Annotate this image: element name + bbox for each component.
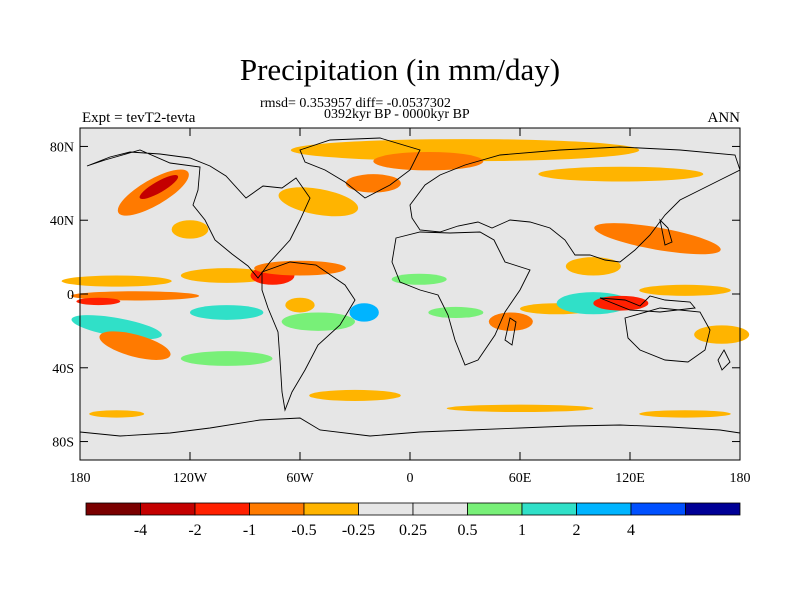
- lon-tick-label: 180: [70, 471, 91, 486]
- coastline-layer: [79, 137, 741, 437]
- coast-africa: [391, 231, 531, 366]
- anomaly-region: [639, 284, 731, 296]
- chart-title: Precipitation (in mm/day): [239, 52, 561, 87]
- lat-tick-label: 40N: [50, 214, 74, 229]
- colorbar-label: 0.5: [458, 522, 478, 539]
- anomaly-region: [538, 166, 704, 182]
- anomaly-region: [565, 257, 621, 276]
- anomaly-region: [639, 410, 731, 418]
- colorbar-box: [303, 502, 359, 516]
- colorbar-label: 2: [573, 522, 581, 539]
- anomaly-region: [309, 389, 401, 401]
- anomaly-region: [281, 312, 356, 331]
- anomaly-region: [428, 306, 484, 318]
- coast-north-america: [86, 149, 311, 279]
- anomaly-region: [254, 260, 346, 276]
- anomaly-region: [76, 297, 121, 306]
- anomaly-region: [290, 139, 640, 162]
- coast-new-zealand: [717, 349, 731, 371]
- colorbar-label: 4: [627, 522, 635, 539]
- lon-tick-label: 120W: [173, 471, 208, 486]
- anomaly-region: [190, 305, 264, 320]
- anomaly-region: [99, 331, 171, 360]
- colorbar-box: [685, 502, 741, 516]
- longitude-axis: 180 120W 60W 0 60E 120E 180: [70, 128, 751, 486]
- coast-eurasia: [409, 146, 741, 263]
- colorbar-box: [630, 502, 686, 516]
- latitude-axis: 80N 40N 0 40S 80S: [50, 140, 740, 451]
- anomaly-region: [171, 220, 209, 239]
- coast-antarctica: [79, 417, 741, 437]
- anomaly-layer: [61, 139, 750, 418]
- anomaly-region: [694, 325, 750, 344]
- colorbar-label: -1: [243, 522, 256, 539]
- colorbar-label: -4: [134, 522, 147, 539]
- season-label: ANN: [707, 110, 741, 126]
- colorbar: -4 -2 -1 -0.5 -0.25 0.25 0.5 1 2 4: [85, 502, 741, 539]
- anomaly-region: [345, 174, 401, 193]
- anomaly-region: [349, 303, 379, 322]
- anomaly-region: [373, 151, 484, 171]
- coast-australia: [624, 307, 711, 363]
- lat-tick-label: 80S: [52, 436, 74, 451]
- lat-tick-label: 80N: [50, 140, 74, 155]
- colorbar-box: [467, 502, 523, 516]
- lat-tick-label: 40S: [52, 362, 74, 377]
- coast-greenland: [299, 137, 421, 199]
- anomaly-region: [446, 404, 594, 413]
- coast-madagascar: [504, 317, 517, 346]
- lon-tick-label: 0: [407, 471, 414, 486]
- lat-tick-label: 0: [67, 288, 74, 303]
- coast-south-america: [261, 261, 356, 412]
- anomaly-region: [285, 297, 315, 313]
- anomaly-region: [278, 187, 359, 217]
- anomaly-region: [593, 295, 649, 311]
- stats-line: rmsd= 0.353957 diff= -0.0537302: [260, 96, 451, 111]
- colorbar-label: -0.5: [291, 522, 316, 539]
- experiment-label: Expt = tevT2-tevta: [82, 110, 196, 126]
- colorbar-box: [194, 502, 250, 516]
- colorbar-box: [358, 502, 414, 516]
- colorbar-box: [521, 502, 577, 516]
- anomaly-region: [594, 223, 721, 255]
- colorbar-label: 0.25: [399, 522, 427, 539]
- colorbar-box: [576, 502, 632, 516]
- colorbar-label: -2: [188, 522, 201, 539]
- colorbar-box: [249, 502, 305, 516]
- lon-tick-label: 60E: [509, 471, 532, 486]
- coast-indonesia: [599, 295, 696, 313]
- anomaly-region: [180, 351, 273, 366]
- colorbar-label: -0.25: [342, 522, 375, 539]
- colorbar-box: [85, 502, 141, 516]
- lon-tick-label: 120E: [615, 471, 645, 486]
- colorbar-box: [412, 502, 468, 516]
- anomaly-region: [139, 175, 179, 200]
- period-line: 0392kyr BP - 0000kyr BP: [324, 107, 470, 122]
- coast-japan: [659, 218, 673, 246]
- anomaly-region: [71, 315, 162, 340]
- anomaly-region: [180, 268, 273, 283]
- colorbar-label: 1: [518, 522, 526, 539]
- lon-tick-label: 180: [730, 471, 751, 486]
- lon-tick-label: 60W: [286, 471, 314, 486]
- anomaly-region: [89, 410, 145, 418]
- anomaly-region: [61, 275, 172, 287]
- anomaly-region: [488, 312, 533, 331]
- anomaly-region: [391, 273, 447, 285]
- colorbar-box: [140, 502, 196, 516]
